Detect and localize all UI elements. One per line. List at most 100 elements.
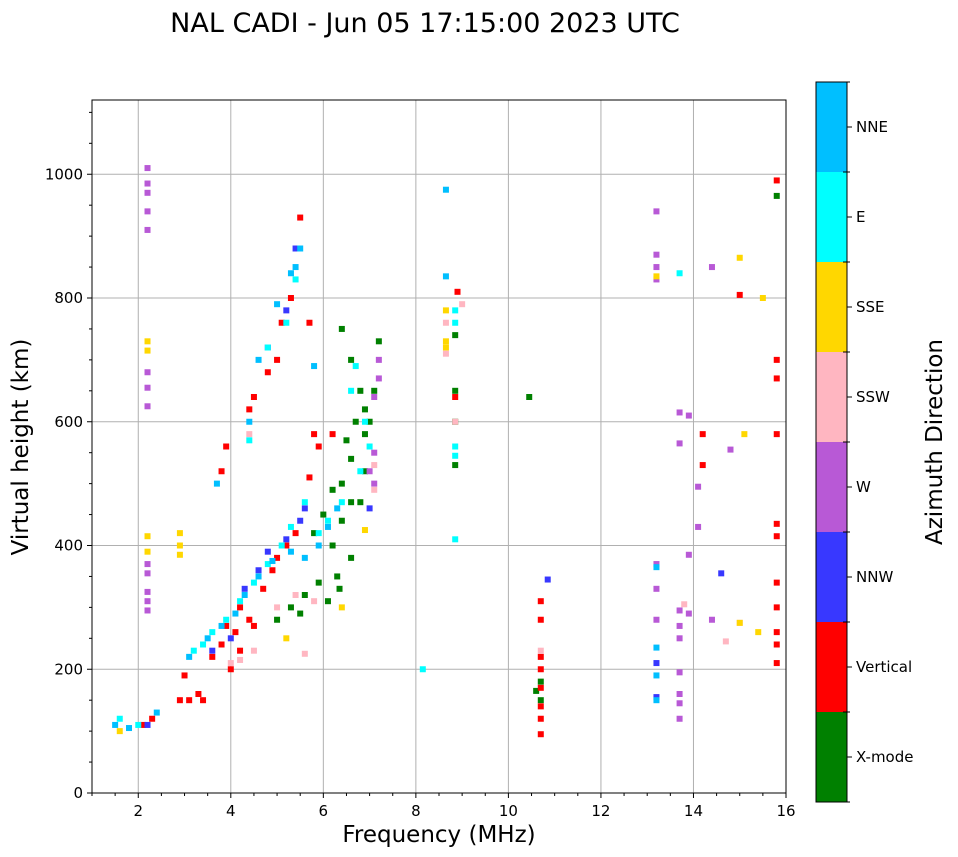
data-point-vertical <box>773 356 780 363</box>
data-point-e <box>190 647 197 654</box>
data-point-x-mode <box>287 604 294 611</box>
data-point-vertical <box>250 394 257 400</box>
data-point-w <box>375 375 382 382</box>
data-point-w <box>676 635 683 642</box>
data-point-vertical <box>297 214 304 221</box>
data-point-nne <box>186 653 193 660</box>
data-point-x-mode <box>537 697 544 704</box>
data-point-vertical <box>264 369 271 376</box>
data-point-vertical <box>250 622 257 629</box>
data-point-x-mode <box>371 387 378 394</box>
data-point-vertical <box>773 604 780 611</box>
data-point-ssw <box>227 660 234 667</box>
data-point-x-mode <box>361 431 368 438</box>
data-point-vertical <box>773 641 780 648</box>
data-point-sse <box>176 542 183 549</box>
data-point-w <box>727 446 734 453</box>
data-point-sse <box>144 347 151 354</box>
data-point-e <box>283 319 290 326</box>
data-point-vertical <box>292 530 299 537</box>
data-point-x-mode <box>338 480 345 487</box>
data-point-w <box>653 561 660 568</box>
data-point-vertical <box>227 666 234 673</box>
data-point-sse <box>144 533 151 540</box>
data-point-w <box>685 610 692 617</box>
data-point-sse <box>361 527 368 534</box>
data-point-w <box>676 607 683 614</box>
x-tick-label: 16 <box>776 802 795 820</box>
data-point-vertical <box>306 319 313 326</box>
data-point-vertical <box>773 660 780 667</box>
data-point-w <box>375 356 382 363</box>
data-point-w <box>144 369 151 376</box>
data-point-vertical <box>274 554 281 561</box>
data-point-sse <box>759 295 766 301</box>
data-point-vertical <box>454 288 461 295</box>
data-point-nne <box>653 672 660 679</box>
data-point-ssw <box>246 431 253 438</box>
data-point-w <box>144 165 151 172</box>
data-point-w <box>653 616 660 623</box>
data-point-ssw <box>250 647 257 654</box>
data-point-e <box>200 641 207 648</box>
data-point-sse <box>442 338 449 345</box>
data-point-x-mode <box>452 332 459 339</box>
colorbar-label-e: E <box>856 208 865 226</box>
x-tick-label: 12 <box>591 802 610 820</box>
y-tick-label: 200 <box>54 660 83 678</box>
y-tick-label: 0 <box>73 784 83 802</box>
data-point-nne <box>241 592 248 598</box>
data-point-w <box>685 412 692 419</box>
data-point-vertical <box>269 567 276 574</box>
data-point-w <box>371 449 378 456</box>
data-point-e <box>676 270 683 277</box>
data-point-x-mode <box>324 598 331 605</box>
data-point-x-mode <box>352 418 359 425</box>
data-point-w <box>653 264 660 271</box>
data-point-nnw <box>366 505 373 512</box>
data-point-vertical <box>195 691 202 697</box>
data-point-x-mode <box>452 387 459 394</box>
data-point-w <box>144 180 151 187</box>
data-point-e <box>324 517 331 524</box>
data-point-nnw <box>283 536 290 543</box>
data-point-w <box>695 523 702 530</box>
data-point-w <box>371 394 378 400</box>
data-point-w <box>653 251 660 258</box>
data-point-vertical <box>176 697 183 704</box>
data-point-vertical <box>537 666 544 673</box>
data-point-nne <box>653 644 660 651</box>
data-point-nne <box>442 273 449 280</box>
data-point-vertical <box>773 520 780 527</box>
data-point-x-mode <box>311 530 318 537</box>
colorbar-segment-x-mode <box>816 712 847 802</box>
data-point-vertical <box>736 291 743 298</box>
data-point-e <box>264 561 271 568</box>
data-point-e <box>361 418 368 425</box>
colorbar-segment-e <box>816 172 847 262</box>
data-point-e <box>452 452 459 459</box>
data-point-e <box>452 536 459 543</box>
x-tick-label: 6 <box>319 802 329 820</box>
data-point-x-mode <box>526 394 533 400</box>
data-point-nnw <box>544 576 551 583</box>
data-point-e <box>264 344 271 351</box>
data-point-vertical <box>139 721 146 728</box>
data-point-sse <box>736 619 743 626</box>
data-point-nnw <box>241 585 248 592</box>
data-point-nne <box>287 548 294 555</box>
data-point-w <box>144 189 151 196</box>
data-point-vertical <box>274 356 281 363</box>
data-point-nne <box>301 554 308 561</box>
data-point-e <box>452 443 459 450</box>
data-point-w <box>676 691 683 697</box>
data-point-e <box>366 443 373 450</box>
colorbar-label-w: W <box>856 478 871 496</box>
data-point-vertical <box>537 703 544 710</box>
y-axis-label: Virtual height (km) <box>8 339 34 556</box>
colorbar-segment-ssw <box>816 352 847 442</box>
data-point-w <box>144 403 151 410</box>
data-point-w <box>653 585 660 592</box>
colorbar-label-x-mode: X-mode <box>856 748 913 766</box>
data-point-vertical <box>186 697 193 704</box>
